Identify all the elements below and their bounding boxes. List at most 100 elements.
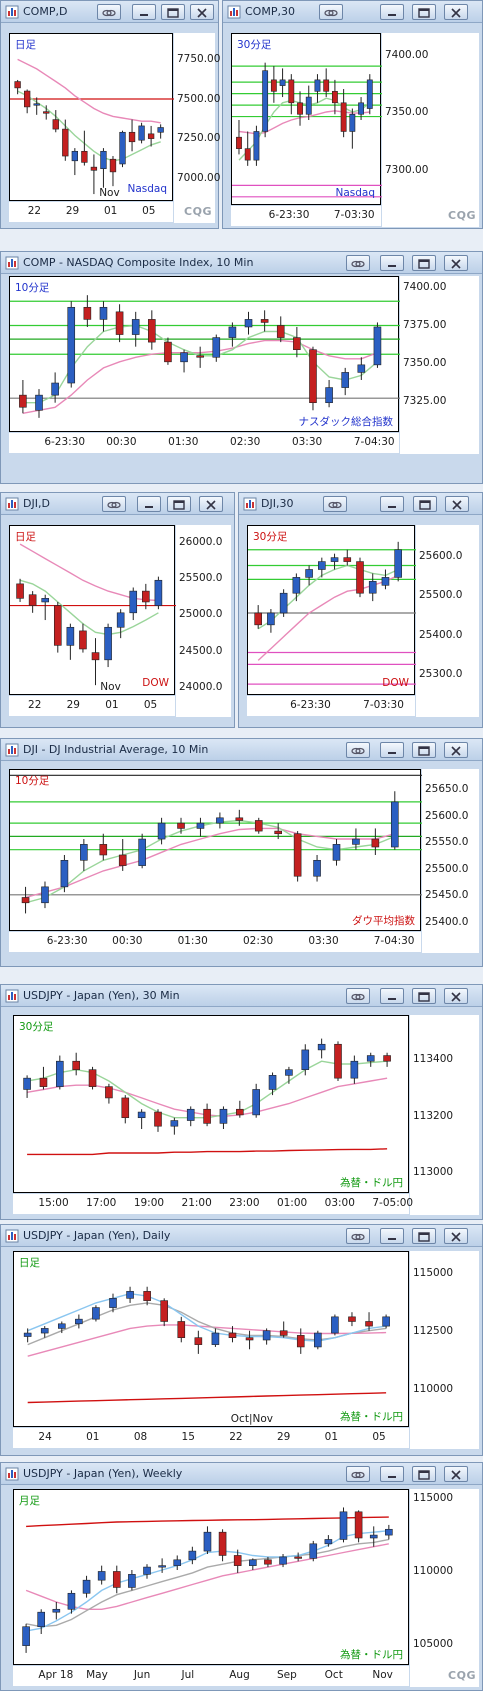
chart-window-dji-10min[interactable]: DJI - DJ Industrial Average, 10 Min 2565… (0, 738, 483, 967)
minimize-button[interactable] (380, 1228, 404, 1244)
link-button[interactable] (346, 988, 370, 1004)
y-tick-label: 25400.0 (419, 628, 463, 641)
x-tick-label: Oct (324, 1669, 343, 1681)
plot-area[interactable] (231, 33, 382, 205)
candle (28, 594, 37, 606)
plot-area[interactable] (9, 33, 174, 201)
window-titlebar[interactable]: USDJPY - Japan (Yen), Weekly (1, 1463, 482, 1485)
app-icon (5, 497, 19, 511)
plot-area[interactable] (9, 769, 422, 931)
plot-area[interactable] (9, 276, 400, 432)
chart-window-usdjpy-30min[interactable]: USDJPY - Japan (Yen), 30 Min 113400 11320… (0, 984, 483, 1220)
plot-area[interactable] (13, 1489, 409, 1665)
chart-window-comp-daily[interactable]: COMP,D 7750.00 7500.00 7250.00 7000.00 22 29 0… (0, 0, 221, 229)
minimize-button[interactable] (380, 1466, 404, 1482)
x-tick-label: 03:00 (324, 1197, 355, 1209)
x-tick-label: 29 (276, 1431, 291, 1443)
chart-window-usdjpy-weekly[interactable]: USDJPY - Japan (Yen), Weekly 115000 11000… (0, 1462, 483, 1691)
window-titlebar[interactable]: DJI - DJ Industrial Average, 10 Min (1, 739, 482, 761)
window-titlebar[interactable]: DJI,D (1, 493, 234, 515)
chart-window-dji-daily[interactable]: DJI,D 26000.0 25500.0 25000.0 24500.0 24000.… (0, 492, 235, 728)
restore-icon (418, 992, 430, 1002)
plot-area[interactable] (13, 1251, 409, 1427)
candle (16, 583, 24, 599)
window-titlebar[interactable]: COMP - NASDAQ Composite Index, 10 Min (1, 252, 482, 274)
plot-area[interactable] (247, 525, 416, 695)
close-button[interactable] (444, 988, 468, 1004)
restore-icon (418, 1232, 430, 1242)
close-button[interactable] (199, 496, 223, 512)
link-button[interactable] (102, 496, 126, 512)
price-axis (174, 33, 215, 223)
timeframe-label: 日足 (19, 1257, 40, 1269)
y-tick-label: 24000.0 (179, 680, 223, 693)
restore-button[interactable] (412, 4, 436, 20)
close-button[interactable] (444, 1466, 468, 1482)
y-tick-label: 25500.0 (179, 572, 223, 585)
close-button[interactable] (444, 4, 468, 20)
window-titlebar[interactable]: USDJPY - Japan (Yen), Daily (1, 1225, 482, 1247)
restore-button[interactable] (161, 4, 185, 20)
minimize-button[interactable] (380, 255, 404, 271)
restore-button[interactable] (412, 1466, 436, 1482)
link-button[interactable] (346, 255, 370, 271)
moving-average-line (257, 564, 399, 630)
link-button[interactable] (323, 496, 347, 512)
candle (53, 605, 62, 646)
chart-window-comp-30min[interactable]: COMP,30 7400.00 7350.00 7300.00 6-23:30 7-03… (222, 0, 483, 229)
restore-button[interactable] (412, 988, 436, 1004)
restore-button[interactable] (167, 496, 191, 512)
minimize-button[interactable] (132, 4, 156, 20)
candle (254, 820, 263, 832)
window-titlebar[interactable]: COMP,D (1, 1, 218, 23)
y-tick-label: 7750.00 (177, 52, 221, 65)
window-titlebar[interactable]: USDJPY - Japan (Yen), 30 Min (1, 985, 482, 1007)
candle (82, 1579, 91, 1594)
restore-button[interactable] (412, 1228, 436, 1244)
restore-button[interactable] (412, 255, 436, 271)
chart-window-comp-10min[interactable]: COMP - NASDAQ Composite Index, 10 Min 74… (0, 251, 483, 484)
plot-area[interactable] (9, 525, 176, 695)
link-icon (351, 260, 365, 268)
close-button[interactable] (444, 742, 468, 758)
minimize-button[interactable] (380, 4, 404, 20)
minimize-button[interactable] (380, 496, 404, 512)
moving-average-line (27, 1148, 388, 1156)
link-button[interactable] (346, 1228, 370, 1244)
candle (41, 598, 50, 603)
app-icon (5, 1229, 19, 1243)
time-axis (9, 696, 175, 716)
y-tick-label: 25550.0 (425, 836, 469, 849)
link-button[interactable] (97, 4, 121, 20)
candle (354, 1511, 363, 1539)
chart-window-usdjpy-daily[interactable]: USDJPY - Japan (Yen), Daily 115000 112500… (0, 1224, 483, 1456)
price-axis (400, 276, 479, 454)
link-button[interactable] (346, 742, 370, 758)
restore-icon (419, 500, 431, 510)
restore-button[interactable] (413, 496, 437, 512)
close-icon (206, 500, 216, 510)
chart-window-dji-30min[interactable]: DJI,30 25600.0 25500.0 25400.0 25300.0 6-23:… (238, 492, 483, 728)
window-titlebar[interactable]: DJI,30 (239, 493, 482, 515)
time-axis (9, 433, 399, 453)
restore-button[interactable] (412, 742, 436, 758)
plot-area[interactable] (13, 1015, 409, 1193)
candle (160, 1300, 169, 1322)
minimize-button[interactable] (137, 496, 161, 512)
candle (314, 1332, 322, 1348)
chart-svg (23, 1286, 390, 1404)
x-tick-label: 01 (324, 1431, 339, 1443)
candle (67, 306, 76, 384)
window-titlebar[interactable]: COMP,30 (223, 1, 482, 23)
close-button[interactable] (444, 1228, 468, 1244)
x-tick-label: Sep (276, 1669, 297, 1681)
close-button[interactable] (444, 255, 468, 271)
link-button[interactable] (346, 1466, 370, 1482)
x-tick-label: 00:30 (112, 935, 143, 947)
close-button[interactable] (445, 496, 469, 512)
candle (279, 1556, 287, 1565)
close-button[interactable] (190, 4, 214, 20)
minimize-button[interactable] (380, 742, 404, 758)
minimize-button[interactable] (380, 988, 404, 1004)
link-button[interactable] (319, 4, 343, 20)
